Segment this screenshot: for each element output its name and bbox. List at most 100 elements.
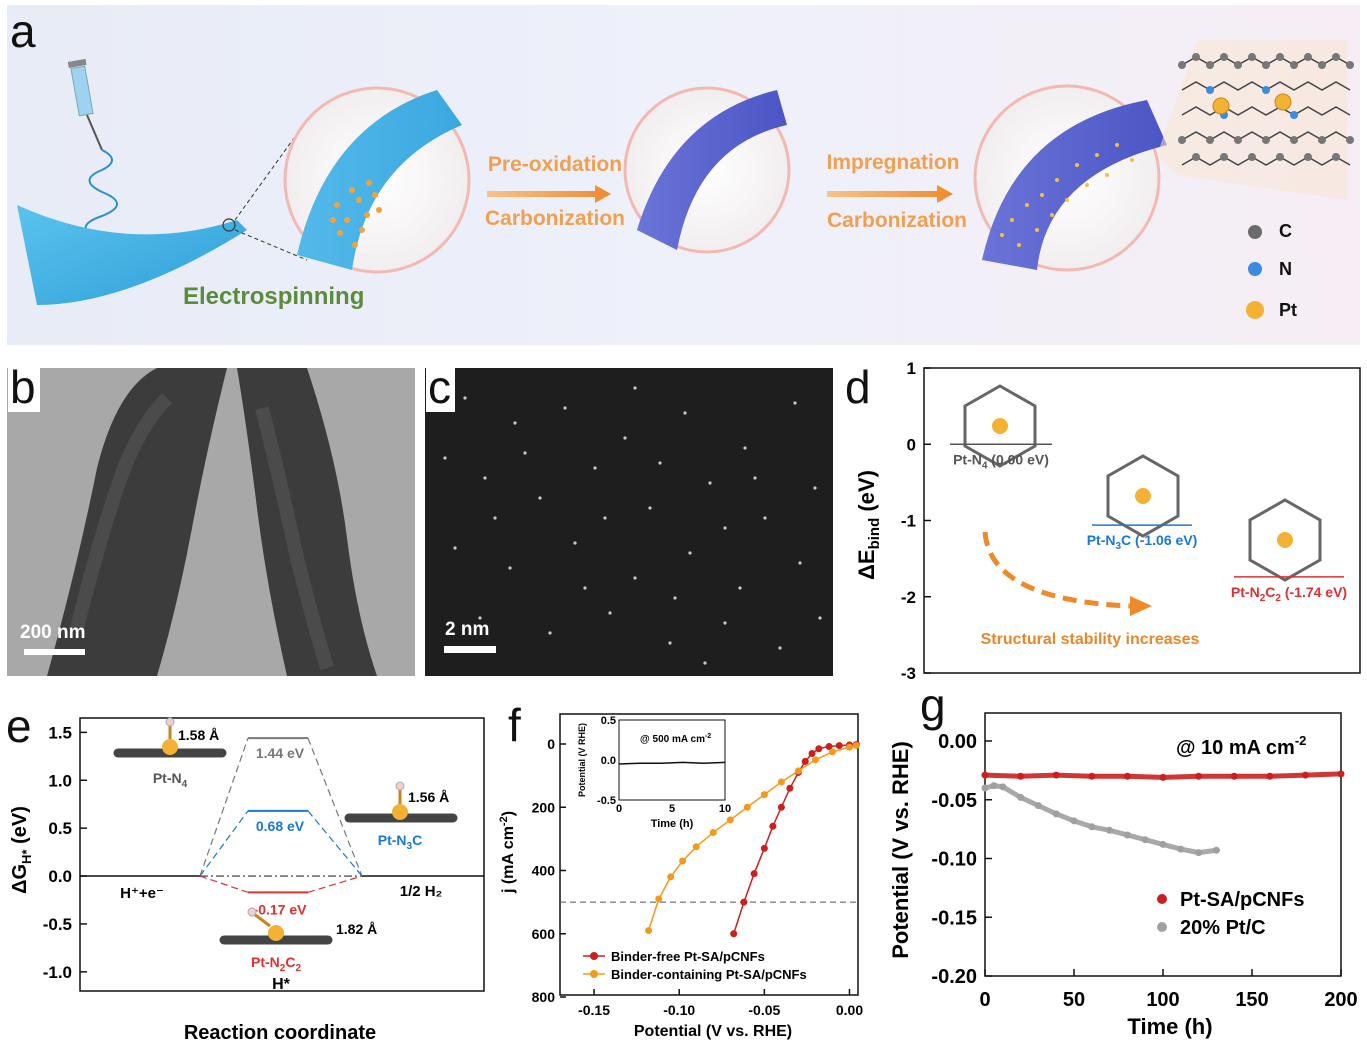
panel-f-letter: f — [508, 699, 521, 751]
g-data-point — [1337, 770, 1345, 778]
panel-f-ylabel: j (mA cm-2) — [498, 811, 517, 894]
panel-d-letter: d — [845, 361, 871, 413]
d-ytick-label: 0 — [907, 435, 916, 454]
panel-f-chart: -0.15 -0.10 -0.05 0.00 0 200 400 600 800 0 5 10 0.5… — [498, 713, 863, 1040]
g-xtick-label: 100 — [1146, 989, 1179, 1011]
panel-d-yticks: 1 0 -1 -2 -3 — [901, 360, 931, 680]
f-data-point — [815, 745, 823, 753]
f-ytick-label: 0 — [547, 736, 555, 752]
panel-d-chart: 1 0 -1 -2 -3 Pt-N4 (0.00 eV) Pt-N3C (-1.06 eV… — [854, 360, 1361, 680]
f-xtick-label: -0.10 — [663, 1002, 695, 1018]
f-data-point — [679, 857, 687, 865]
g-data-point — [1017, 793, 1025, 801]
e-level-value: 0.68 eV — [256, 818, 305, 834]
d-level-label: Pt-N2C2 (-1.74 eV) — [1231, 584, 1347, 604]
panel-c-haadf-image — [425, 368, 833, 676]
step2-bottom-label: Carbonization — [827, 209, 967, 232]
f-data-point — [769, 822, 777, 830]
panel-e-ylabel: ΔGH* (eV) — [9, 806, 34, 894]
f-data-point — [726, 816, 734, 824]
e-ytick-label: 1.0 — [48, 771, 72, 790]
e-ytick-label: 0.5 — [48, 819, 72, 838]
g-ytick-label: -0.15 — [931, 907, 977, 929]
panel-e-xlabel: Reaction coordinate — [184, 1022, 376, 1043]
e-level-connector — [307, 875, 363, 893]
panel-b-scalebar — [24, 649, 85, 655]
f-data-point — [801, 757, 809, 765]
panel-g-chart: 0 50 100 150 200 0.00 -0.05 -0.10 -0.15 -0.20 @ 1… — [888, 712, 1358, 1039]
fiber-zoom-3 — [973, 84, 1167, 272]
g-data-point — [990, 782, 998, 790]
f-data-point — [743, 803, 751, 811]
panel-c-scalebar — [444, 646, 496, 653]
f-data-point — [645, 927, 653, 935]
g-ytick-label: -0.05 — [931, 790, 977, 812]
f-data-point — [825, 743, 833, 751]
g-data-point — [999, 783, 1007, 791]
f-ytick-label: 600 — [532, 926, 556, 942]
legend-n-label: N — [1279, 259, 1292, 279]
panel-g-legend: Pt-SA/pCNFs 20% Pt/C — [1157, 889, 1304, 939]
panel-d-ylabel: ΔEbind (eV) — [854, 470, 883, 580]
pt-n2c2-structure — [1248, 498, 1322, 582]
f-data-point — [730, 930, 738, 938]
f-data-point — [835, 742, 843, 750]
f-data-point — [740, 898, 748, 906]
f-data-point — [750, 870, 758, 878]
e-level-connector — [199, 737, 249, 877]
panel-g-letter: g — [920, 679, 946, 731]
g-data-point — [1195, 772, 1203, 780]
g-data-point — [1301, 771, 1309, 779]
g-data-point — [1195, 849, 1203, 857]
e-ytick-label: -0.5 — [43, 915, 72, 934]
panel-c-letter: c — [426, 364, 455, 412]
right-state-label: 1/2 H₂ — [400, 883, 443, 900]
pt-n2c2-side-structure — [219, 907, 333, 945]
f-data-point — [760, 844, 768, 852]
g-xtick-label: 50 — [1063, 989, 1085, 1011]
pt-n3c-side-structure — [344, 781, 458, 823]
d-ytick-label: -2 — [901, 588, 916, 607]
inset-ylabel: Potential (V RHE) — [577, 723, 587, 797]
g-data-point — [1159, 773, 1167, 781]
f-data-point — [777, 803, 785, 811]
panel-f-legend: Binder-free Pt-SA/pCNFs Binder-containin… — [583, 949, 807, 982]
panel-e-letter: e — [6, 700, 32, 752]
e-level-value: 1.44 eV — [256, 745, 305, 761]
pt-n4-structure — [963, 384, 1037, 468]
f-data-point — [786, 784, 794, 792]
fiber-zoom-1 — [283, 86, 471, 274]
d-ytick-label: -3 — [901, 664, 916, 680]
step1-top-label: Pre-oxidation — [488, 153, 622, 176]
f-data-point — [828, 748, 836, 756]
inset-line — [618, 761, 726, 765]
g-ytick-label: -0.20 — [931, 966, 977, 988]
pt-n3c-name: Pt-N3C — [378, 832, 422, 852]
g-xtick-label: 0 — [979, 989, 990, 1011]
f-data-point — [811, 756, 819, 764]
f-ytick-label: 800 — [532, 989, 556, 1005]
g-data-point — [1141, 836, 1149, 844]
panel-g-ylabel: Potential (V vs. RHE) — [888, 741, 913, 959]
pt-n4-side-structure — [113, 717, 227, 758]
g-data-point — [1052, 771, 1060, 779]
inset-xtick-label: 5 — [669, 803, 675, 815]
e-level-value: -0.17 eV — [254, 901, 308, 917]
pt-n3c-structure — [1106, 454, 1180, 538]
g-data-point — [1266, 772, 1274, 780]
e-level-connector — [307, 810, 363, 877]
f-data-point — [760, 791, 768, 799]
stability-arrow — [982, 531, 1131, 609]
f-xtick-label: -0.05 — [748, 1002, 780, 1018]
f-data-point — [709, 829, 717, 837]
legend-binder-free: Binder-free Pt-SA/pCNFs — [611, 949, 765, 964]
e-ytick-label: 1.5 — [48, 723, 72, 742]
legend-pt-sa: Pt-SA/pCNFs — [1180, 889, 1304, 911]
e-level-connector — [199, 810, 249, 877]
g-xtick-label: 150 — [1235, 989, 1268, 1011]
g-data-point — [981, 771, 989, 779]
g-data-point — [1070, 817, 1078, 825]
pt-n2c2-name: Pt-N2C2 — [251, 954, 301, 974]
f-xtick-label: -0.15 — [578, 1002, 610, 1018]
f-data-point — [845, 743, 853, 751]
